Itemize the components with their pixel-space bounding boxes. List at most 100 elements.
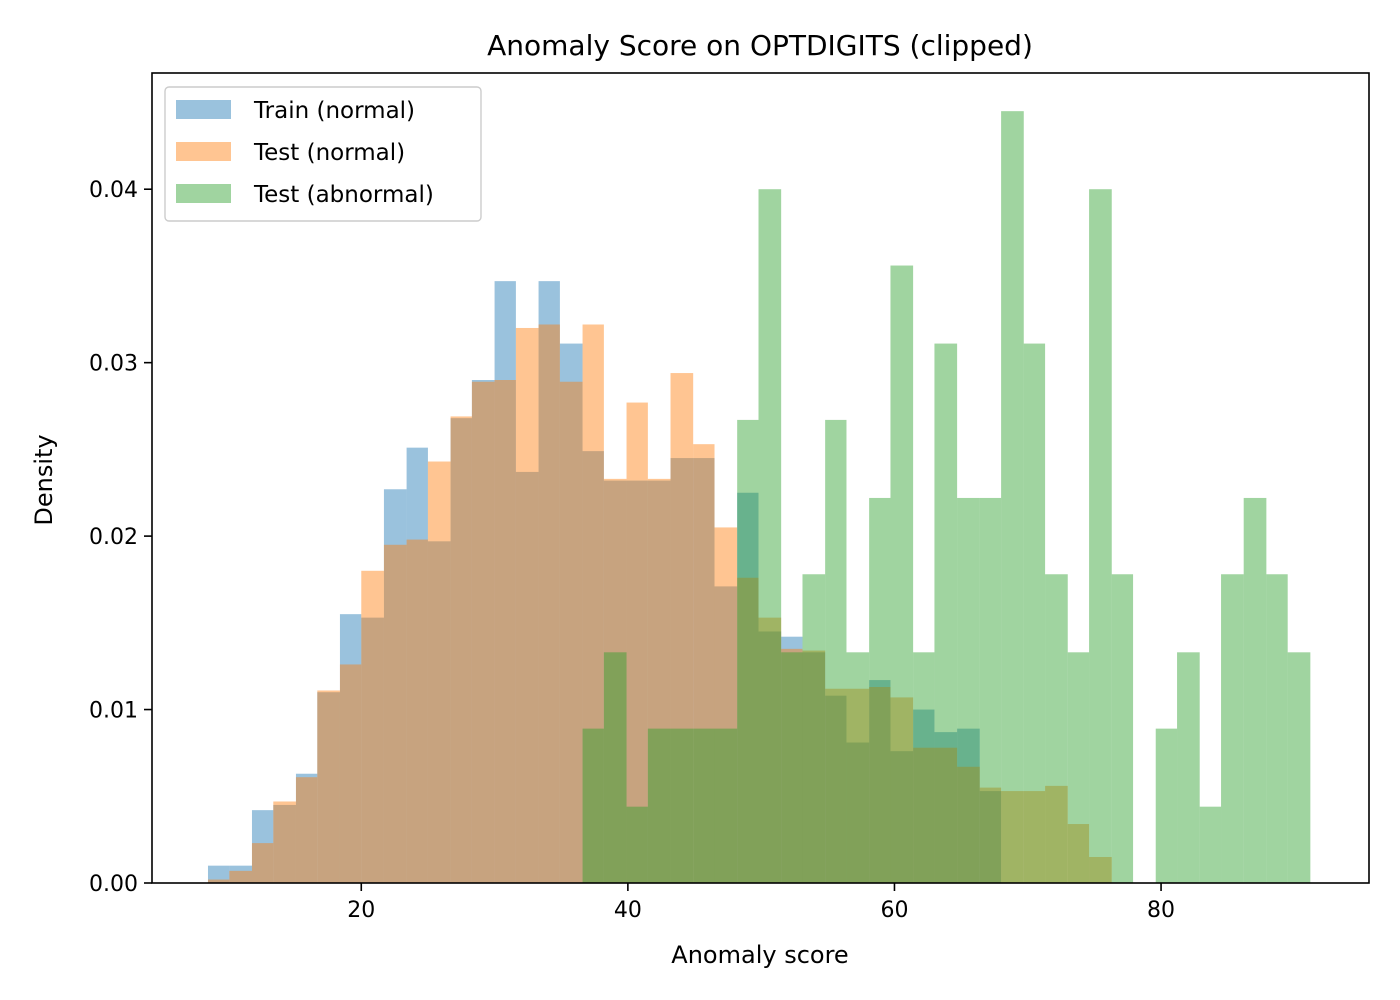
bar-series-1-bin-12 <box>471 381 495 883</box>
bar-series-1-bin-36 <box>1001 791 1024 883</box>
bar-series-0-bin-16 <box>559 343 583 884</box>
plot-frame <box>151 72 1370 884</box>
bar-series-0-bin-15 <box>538 281 560 883</box>
bar-series-0-bin-2 <box>251 810 274 883</box>
bar-series-1-bin-20 <box>647 478 671 883</box>
bar-series-2-bin-31 <box>1266 574 1288 883</box>
bar-series-0-bin-31 <box>890 751 914 883</box>
bar-series-0-bin-21 <box>670 458 694 883</box>
x-tick-label: 40 <box>614 898 642 923</box>
bar-series-0-bin-11 <box>450 418 472 883</box>
bar-series-1-bin-28 <box>825 688 847 883</box>
y-axis-ticks: 0.00 0.01 0.02 0.03 0.04 <box>89 178 152 897</box>
bar-series-1-bin-7 <box>361 570 384 883</box>
y-tick-label: 0.00 <box>89 872 138 897</box>
series-1-bars <box>207 324 1112 884</box>
bar-series-0-bin-7 <box>361 617 384 883</box>
bar-series-0-bin-29 <box>846 742 870 883</box>
legend-label-test-normal: Test (normal) <box>253 140 405 166</box>
legend-frame <box>164 86 482 222</box>
y-tick-label: 0.04 <box>89 178 138 203</box>
bars-layer <box>207 111 1311 884</box>
bar-series-0-bin-4 <box>295 773 318 883</box>
bar-series-0-bin-25 <box>758 631 782 883</box>
bar-series-2-bin-0 <box>582 728 604 883</box>
bar-series-0-bin-24 <box>737 492 759 883</box>
bar-series-2-bin-16 <box>934 343 958 884</box>
bar-series-1-bin-9 <box>406 539 428 883</box>
x-axis-label: Anomaly score <box>671 941 848 969</box>
bar-series-0-bin-1 <box>229 865 252 883</box>
bar-series-1-bin-1 <box>229 870 252 883</box>
bar-series-0-bin-22 <box>693 458 715 883</box>
bar-series-2-bin-27 <box>1177 652 1200 883</box>
bar-series-0-bin-32 <box>913 709 935 883</box>
bar-series-1-bin-3 <box>273 801 296 883</box>
bar-series-1-bin-38 <box>1045 785 1068 883</box>
bar-series-1-bin-23 <box>714 527 738 883</box>
bar-series-2-bin-4 <box>670 728 694 883</box>
bar-series-2-bin-32 <box>1287 652 1311 883</box>
bar-series-0-bin-5 <box>317 692 340 883</box>
bar-series-0-bin-33 <box>934 732 958 883</box>
bar-series-2-bin-1 <box>603 652 627 883</box>
bar-series-0-bin-34 <box>957 728 980 883</box>
bar-series-2-bin-8 <box>758 189 782 883</box>
bar-series-1-bin-33 <box>934 747 958 883</box>
bar-series-1-bin-15 <box>538 324 560 883</box>
bar-series-2-bin-21 <box>1045 574 1068 883</box>
y-tick-label: 0.02 <box>89 525 138 550</box>
bar-series-2-bin-29 <box>1221 574 1244 883</box>
bar-series-0-bin-28 <box>825 695 847 883</box>
x-tick-label: 80 <box>1147 898 1175 923</box>
bar-series-0-bin-20 <box>647 480 671 883</box>
bar-series-0-bin-14 <box>515 471 539 883</box>
bar-series-0-bin-9 <box>406 447 428 883</box>
bar-series-1-bin-17 <box>582 324 604 883</box>
x-tick-label: 20 <box>347 898 375 923</box>
bar-series-1-bin-25 <box>758 617 782 883</box>
bar-series-2-bin-3 <box>647 728 671 883</box>
bar-series-2-bin-22 <box>1067 652 1090 883</box>
legend: Train (normal) Test (normal) Test (abnor… <box>164 86 482 222</box>
bar-series-1-bin-34 <box>957 766 980 883</box>
bar-series-1-bin-22 <box>693 444 715 883</box>
bar-series-1-bin-6 <box>339 664 362 883</box>
bar-series-2-bin-23 <box>1089 189 1112 883</box>
bar-series-1-bin-5 <box>317 690 340 883</box>
bar-series-1-bin-21 <box>670 373 694 883</box>
legend-swatch-train-normal <box>176 100 231 119</box>
bar-series-1-bin-31 <box>890 697 914 883</box>
bar-series-0-bin-23 <box>714 586 738 883</box>
bar-series-0-bin-26 <box>781 636 803 883</box>
bar-series-2-bin-20 <box>1023 343 1046 884</box>
y-tick-label: 0.03 <box>89 352 138 377</box>
bar-series-1-bin-30 <box>869 687 891 883</box>
x-axis-ticks: 20 40 60 80 <box>347 883 1175 923</box>
bar-series-1-bin-26 <box>781 648 803 883</box>
bar-series-0-bin-0 <box>207 865 230 883</box>
bar-series-1-bin-13 <box>494 380 516 883</box>
legend-label-test-abnormal: Test (abnormal) <box>253 182 434 208</box>
legend-swatch-test-normal <box>176 142 231 161</box>
bar-series-1-bin-29 <box>846 688 870 883</box>
bar-series-0-bin-3 <box>273 804 296 883</box>
bar-series-1-bin-19 <box>626 402 648 883</box>
bar-series-1-bin-37 <box>1023 791 1046 883</box>
bar-series-0-bin-13 <box>494 281 516 883</box>
bar-series-2-bin-15 <box>913 652 935 883</box>
bar-series-2-bin-28 <box>1199 806 1222 883</box>
bar-series-2-bin-24 <box>1111 574 1134 883</box>
bar-series-1-bin-35 <box>979 787 1002 883</box>
bar-series-0-bin-27 <box>802 652 826 883</box>
bar-series-1-bin-10 <box>427 461 451 883</box>
bar-series-2-bin-9 <box>781 652 803 883</box>
bar-series-1-bin-39 <box>1067 824 1090 883</box>
bar-series-0-bin-18 <box>603 480 627 883</box>
y-tick-label: 0.01 <box>89 699 138 724</box>
bar-series-0-bin-10 <box>427 541 451 883</box>
bar-series-2-bin-26 <box>1155 728 1178 883</box>
bar-series-2-bin-6 <box>714 728 738 883</box>
bar-series-1-bin-8 <box>383 544 407 883</box>
bar-series-0-bin-30 <box>869 680 891 883</box>
